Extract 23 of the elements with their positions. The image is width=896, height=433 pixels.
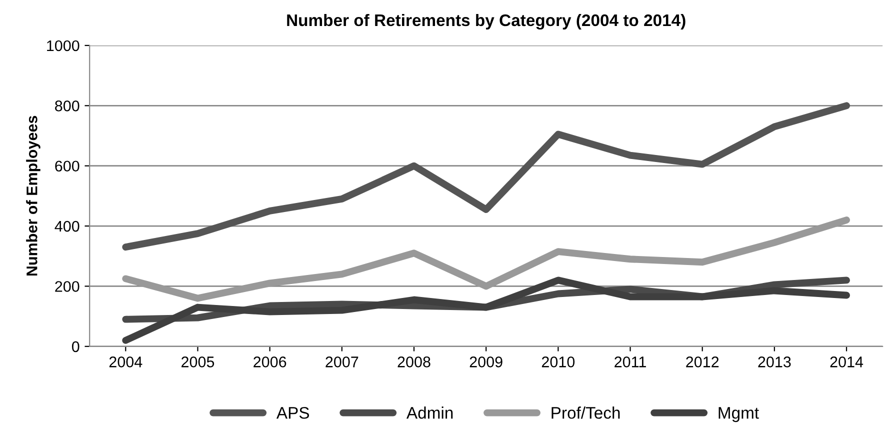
y-axis-title: Number of Employees bbox=[26, 116, 40, 276]
y-tick-label: 600 bbox=[55, 160, 80, 172]
x-tick-label: 2011 bbox=[614, 356, 646, 368]
y-tick-label: 0 bbox=[72, 341, 80, 352]
y-tick-label: 1000 bbox=[47, 40, 80, 52]
x-tick-label: 2014 bbox=[830, 356, 864, 368]
x-tick-label: 2008 bbox=[398, 356, 430, 368]
x-tick-label: 2007 bbox=[326, 356, 358, 368]
x-tick-label: 2004 bbox=[109, 356, 142, 368]
chart-title: Number of Retirements by Category (2004 to 2014) bbox=[287, 14, 686, 30]
legend-label: APS bbox=[276, 406, 310, 419]
legend-label: Prof/Tech bbox=[552, 406, 620, 419]
x-tick-label: 2013 bbox=[758, 356, 791, 368]
x-tick-label: 2010 bbox=[542, 356, 575, 368]
x-tick-label: 2009 bbox=[470, 356, 502, 368]
x-tick-label: 2012 bbox=[686, 356, 719, 368]
x-tick-label: 2005 bbox=[182, 356, 214, 368]
y-tick-label: 400 bbox=[54, 220, 80, 232]
y-tick-label: 200 bbox=[55, 281, 80, 292]
legend-label: Mgmt bbox=[718, 407, 759, 422]
y-tick-label: 800 bbox=[55, 100, 80, 112]
legend-label: Admin bbox=[406, 406, 453, 419]
x-tick-label: 2006 bbox=[254, 356, 286, 368]
